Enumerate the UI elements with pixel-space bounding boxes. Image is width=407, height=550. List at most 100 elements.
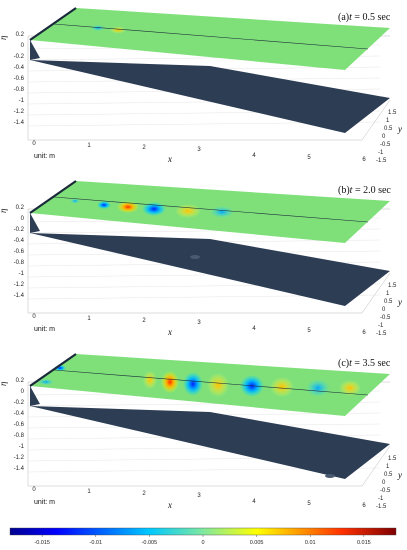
y-tick-label: -0.5 [380, 142, 391, 148]
x-axis-label: x [167, 327, 172, 337]
z-tick-label: -0.2 [14, 227, 25, 233]
z-tick-label: -1.2 [14, 282, 25, 288]
z-tick-label: -1.4 [14, 466, 25, 472]
panel-label: (b)t = 2.0 sec [338, 185, 391, 196]
z-tick-label: -1.2 [14, 109, 25, 115]
x-tick-label: 1 [87, 316, 91, 322]
colorbar-tick-label: -0.005 [142, 540, 158, 546]
x-tick-label: 4 [252, 499, 256, 505]
y-tick-label: 1.5 [388, 456, 397, 462]
wave-feature [270, 377, 294, 397]
z-tick-label: -1 [19, 98, 25, 104]
colorbar-tick-label: 0 [201, 540, 204, 546]
z-tick-label: -0.2 [14, 400, 25, 406]
y-tick-label: 0.5 [384, 299, 393, 305]
x-tick-label: 0 [32, 314, 36, 320]
y-tick-label: 1.5 [388, 283, 397, 289]
x-tick-label: 1 [87, 143, 91, 149]
x-tick-label: 0 [32, 487, 36, 493]
y-tick-label: 0.5 [384, 472, 393, 478]
y-tick-label: -1 [378, 150, 384, 156]
wave-feature [143, 371, 157, 389]
side-wall [30, 213, 40, 233]
z-tick-label: -0.2 [14, 54, 25, 60]
z-tick-label: -0.6 [14, 249, 25, 255]
x-tick-label: 0 [32, 141, 36, 147]
wave-feature [339, 380, 361, 396]
z-tick-label: -0.6 [14, 422, 25, 428]
colorbar-gradient [9, 527, 397, 536]
x-tick-label: 3 [197, 493, 201, 499]
y-tick-label: -0.5 [380, 315, 391, 321]
sea-bottom [30, 60, 390, 133]
x-tick-label: 3 [197, 320, 201, 326]
panel-label: (a)t = 0.5 sec [338, 12, 391, 23]
z-tick-label: -0.8 [14, 87, 25, 93]
colorbar-tick-label: 0.015 [357, 540, 371, 546]
x-tick-label: 6 [362, 157, 366, 163]
x-tick-label: 5 [307, 155, 311, 161]
wave-feature [70, 198, 80, 204]
colorbar-tick-label: 0.005 [250, 540, 264, 546]
z-tick-label: -1.2 [14, 455, 25, 461]
x-tick-label: 4 [252, 326, 256, 332]
wave-feature [210, 206, 234, 218]
z-axis-label: η [0, 208, 8, 213]
z-axis-label: η [0, 35, 8, 40]
z-tick-label: -0.8 [14, 433, 25, 439]
x-axis-label: x [167, 154, 172, 164]
bottom-feature [325, 474, 335, 478]
y-tick-label: 0 [382, 307, 386, 313]
z-tick-label: -0.4 [14, 411, 25, 417]
wave-feature [207, 373, 229, 397]
x-tick-label: 5 [307, 328, 311, 334]
y-axis-label: y [397, 297, 402, 307]
wave-feature [38, 379, 54, 385]
x-tick-label: 2 [142, 145, 146, 151]
x-tick-label: 1 [87, 489, 91, 495]
y-tick-label: -1.5 [376, 504, 387, 510]
z-tick-label: -0.4 [14, 65, 25, 71]
y-tick-label: 1 [386, 118, 390, 124]
x-tick-label: 4 [252, 153, 256, 159]
panel-label: (c)t = 3.5 sec [338, 358, 391, 369]
x-tick-label: 2 [142, 318, 146, 324]
y-tick-label: 1 [386, 291, 390, 297]
wave-feature [306, 379, 330, 397]
z-tick-label: -1 [19, 444, 25, 450]
z-tick-label: 0.2 [16, 205, 25, 211]
y-tick-label: -0.5 [380, 488, 391, 494]
y-tick-label: -1 [378, 323, 384, 329]
z-tick-label: -0.4 [14, 238, 25, 244]
sea-bottom [30, 406, 390, 479]
wave-feature [183, 372, 203, 396]
wave-feature [175, 204, 201, 218]
wave-feature [110, 26, 126, 34]
bottom-feature [190, 255, 200, 259]
z-tick-label: -1 [19, 271, 25, 277]
z-tick-label: 0 [21, 216, 25, 222]
y-tick-label: -1.5 [376, 158, 387, 164]
colorbar: -0.015 -0.01 -0.005 0 0.005 0.01 0.015 [9, 527, 397, 546]
y-tick-label: 0 [382, 480, 386, 486]
z-tick-label: 0.2 [16, 32, 25, 38]
wavemaker-edge [29, 180, 77, 214]
colorbar-tick-label: 0.01 [305, 540, 316, 546]
z-tick-label: 0 [21, 43, 25, 49]
y-tick-label: 1 [386, 464, 390, 470]
wavemaker-edge [29, 7, 77, 41]
x-tick-label: 2 [142, 491, 146, 497]
panel-1: 0.2 0 -0.2 -0.4 -0.6 -0.8 -1 -1.2 -1.4 η 0 1 2 3 4 5 6 x -… [0, 7, 402, 164]
z-axis-label: η [0, 381, 8, 386]
wave-feature [91, 25, 105, 31]
y-axis-label: y [397, 124, 402, 134]
colorbar-tick-label: -0.01 [90, 540, 103, 546]
x-tick-label: 6 [362, 503, 366, 509]
unit-label: unit: m [34, 499, 55, 506]
z-tick-label: -0.6 [14, 76, 25, 82]
z-tick-label: -1.4 [14, 120, 25, 126]
y-tick-label: -1.5 [376, 331, 387, 337]
y-tick-label: 0.5 [384, 126, 393, 132]
x-tick-label: 5 [307, 501, 311, 507]
